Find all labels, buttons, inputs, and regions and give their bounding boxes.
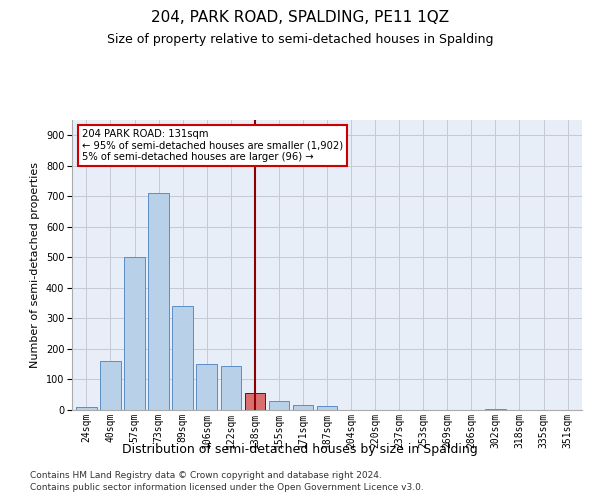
- Text: Contains public sector information licensed under the Open Government Licence v3: Contains public sector information licen…: [30, 484, 424, 492]
- Y-axis label: Number of semi-detached properties: Number of semi-detached properties: [31, 162, 40, 368]
- Bar: [100, 361, 121, 410]
- Bar: [245, 393, 265, 410]
- Text: Size of property relative to semi-detached houses in Spalding: Size of property relative to semi-detach…: [107, 32, 493, 46]
- Bar: [124, 258, 145, 410]
- Text: 204, PARK ROAD, SPALDING, PE11 1QZ: 204, PARK ROAD, SPALDING, PE11 1QZ: [151, 10, 449, 25]
- Bar: [221, 366, 241, 410]
- Text: 204 PARK ROAD: 131sqm
← 95% of semi-detached houses are smaller (1,902)
5% of se: 204 PARK ROAD: 131sqm ← 95% of semi-deta…: [82, 128, 343, 162]
- Bar: [172, 306, 193, 410]
- Bar: [485, 409, 506, 410]
- Bar: [293, 404, 313, 410]
- Bar: [196, 364, 217, 410]
- Bar: [148, 194, 169, 410]
- Bar: [317, 406, 337, 410]
- Bar: [269, 401, 289, 410]
- Text: Distribution of semi-detached houses by size in Spalding: Distribution of semi-detached houses by …: [122, 442, 478, 456]
- Text: Contains HM Land Registry data © Crown copyright and database right 2024.: Contains HM Land Registry data © Crown c…: [30, 471, 382, 480]
- Bar: [76, 407, 97, 410]
